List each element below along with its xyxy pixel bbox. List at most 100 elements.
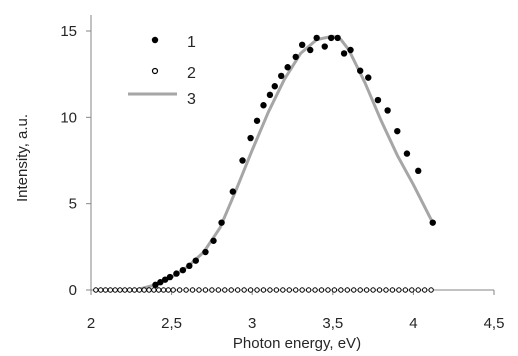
data-point bbox=[384, 107, 391, 114]
data-point bbox=[93, 287, 99, 293]
x-tick-label: 2 bbox=[87, 315, 95, 332]
data-point bbox=[192, 257, 199, 264]
data-point bbox=[415, 167, 422, 175]
data-point bbox=[340, 50, 348, 57]
data-point bbox=[131, 287, 138, 293]
data-point bbox=[179, 266, 187, 274]
legend-marker bbox=[151, 36, 159, 44]
legend-item-2: 2 bbox=[151, 65, 196, 82]
data-point bbox=[394, 127, 401, 135]
data-point bbox=[325, 287, 331, 293]
data-point bbox=[383, 287, 389, 293]
data-point bbox=[267, 287, 273, 293]
data-point bbox=[173, 270, 180, 277]
data-point bbox=[189, 287, 196, 293]
x-axis-title: Photon energy, eV) bbox=[233, 335, 361, 352]
axes: 0 5 10 15 2 2,5 3 3,5 4 4,5 bbox=[60, 15, 504, 332]
data-point bbox=[338, 287, 344, 293]
x-tick-label: 3 bbox=[248, 315, 256, 332]
series-layer bbox=[93, 34, 436, 293]
legend-marker bbox=[151, 67, 159, 75]
data-point bbox=[415, 287, 421, 293]
data-point bbox=[117, 287, 123, 293]
data-point bbox=[141, 287, 147, 293]
data-point bbox=[357, 67, 364, 74]
data-point bbox=[126, 287, 133, 293]
series-1 bbox=[152, 34, 436, 289]
data-point bbox=[313, 34, 320, 42]
data-point bbox=[344, 287, 351, 293]
data-point bbox=[280, 287, 286, 293]
data-point bbox=[210, 237, 217, 244]
x-tick-label: 2,5 bbox=[161, 315, 182, 332]
x-tick-label: 4,5 bbox=[484, 315, 505, 332]
legend-item-1: 1 bbox=[151, 34, 196, 51]
data-point bbox=[107, 287, 114, 293]
legend: 1 2 3 bbox=[128, 34, 196, 108]
data-point bbox=[102, 287, 109, 293]
data-point bbox=[247, 287, 254, 293]
data-point bbox=[403, 150, 411, 157]
data-point bbox=[428, 287, 434, 293]
data-point bbox=[241, 287, 247, 293]
data-point bbox=[318, 287, 325, 293]
data-point bbox=[186, 262, 193, 270]
data-point bbox=[334, 34, 341, 42]
data-point bbox=[260, 102, 267, 109]
data-point bbox=[229, 188, 237, 195]
data-point bbox=[170, 287, 176, 293]
data-point bbox=[347, 46, 354, 54]
data-point bbox=[122, 287, 128, 293]
data-point bbox=[156, 287, 162, 293]
data-point bbox=[321, 43, 328, 50]
data-point bbox=[273, 287, 280, 293]
data-point bbox=[97, 287, 104, 293]
y-tick-label: 0 bbox=[69, 282, 77, 299]
data-point bbox=[152, 281, 159, 289]
data-point bbox=[234, 287, 241, 293]
data-point bbox=[215, 287, 222, 293]
data-point bbox=[157, 279, 164, 286]
x-tick-label: 3,5 bbox=[322, 315, 343, 332]
data-point bbox=[161, 276, 169, 283]
data-point bbox=[357, 287, 363, 293]
data-point bbox=[165, 287, 172, 293]
y-tick-label: 5 bbox=[69, 196, 77, 213]
data-point bbox=[266, 91, 274, 99]
data-point bbox=[136, 287, 143, 293]
data-point bbox=[376, 287, 383, 293]
data-point bbox=[292, 53, 299, 61]
y-axis-title: Intensity, a.u. bbox=[14, 114, 31, 202]
legend-label: 1 bbox=[187, 34, 196, 51]
data-point bbox=[286, 287, 292, 293]
data-point bbox=[166, 273, 174, 281]
data-point bbox=[363, 287, 370, 293]
x-tick-label: 4 bbox=[409, 315, 417, 332]
data-point bbox=[284, 64, 291, 71]
data-point bbox=[271, 83, 278, 90]
data-point bbox=[293, 287, 299, 293]
legend-label: 3 bbox=[187, 91, 196, 108]
data-point bbox=[239, 157, 246, 164]
data-point bbox=[305, 287, 312, 293]
y-tick-label: 10 bbox=[60, 109, 77, 126]
data-point bbox=[374, 96, 382, 104]
data-point bbox=[409, 287, 415, 293]
y-tick-label: 15 bbox=[60, 23, 77, 40]
data-point bbox=[151, 287, 157, 293]
data-point bbox=[202, 248, 209, 256]
data-point bbox=[278, 72, 285, 80]
data-point bbox=[365, 74, 372, 81]
data-point bbox=[254, 287, 260, 293]
data-point bbox=[299, 287, 305, 293]
data-point bbox=[307, 46, 314, 54]
data-point bbox=[196, 287, 202, 293]
data-point bbox=[183, 287, 189, 293]
data-point bbox=[298, 41, 306, 49]
data-point bbox=[331, 287, 338, 293]
data-point bbox=[222, 287, 228, 293]
data-point bbox=[202, 287, 209, 293]
data-point bbox=[146, 287, 152, 293]
legend-label: 2 bbox=[187, 65, 196, 82]
